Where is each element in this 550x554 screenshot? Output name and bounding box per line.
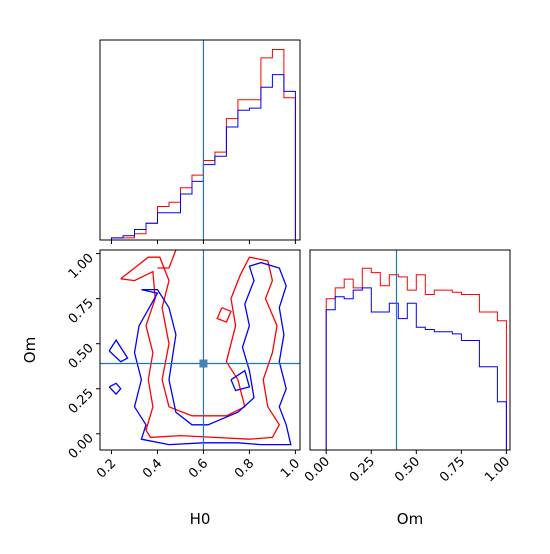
hist-om-panel: 0.00 0.25 0.50 0.75 1.00 <box>302 249 513 485</box>
contour-panel: 0.2 0.4 0.6 0.8 1.0 0.00 0.25 0.50 0.75 1.00 <box>66 249 303 481</box>
contour-series <box>108 249 292 446</box>
om-hist-series <box>325 267 507 450</box>
contour-blue-line <box>108 382 122 396</box>
x-axis-label-h0: H0 <box>190 510 211 528</box>
om-hist-blue-series <box>325 287 507 450</box>
contour-frame <box>99 249 301 451</box>
om-hist-xtick-label: 0.25 <box>347 454 378 485</box>
hist-om-frame <box>309 249 511 451</box>
contour-truth-lines <box>100 250 300 450</box>
contour-red-line <box>157 249 177 269</box>
contour-xtick-label: 1.0 <box>278 456 303 481</box>
contour-ytick-label: 0.00 <box>66 431 97 462</box>
contour-yticks: 0.00 0.25 0.50 0.75 1.00 <box>66 251 100 462</box>
contour-xtick-label: 0.6 <box>186 456 211 481</box>
om-hist-xticks: 0.00 0.25 0.50 0.75 1.00 <box>302 450 513 485</box>
contour-ytick-label: 0.75 <box>66 296 97 327</box>
contour-blue-line <box>230 369 251 392</box>
contour-ytick-label: 0.25 <box>66 386 97 417</box>
contour-red-line <box>216 307 232 323</box>
contour-blue-line <box>133 261 292 446</box>
contour-blue-line <box>108 338 129 363</box>
hist-h0-frame <box>99 39 301 241</box>
om-hist-xtick-label: 0.75 <box>437 454 468 485</box>
om-hist-xtick-label: 0.00 <box>302 454 333 485</box>
om-hist-xtick-label: 0.50 <box>392 454 423 485</box>
truth-marker <box>199 359 208 368</box>
h0-hist-ticks <box>110 240 296 244</box>
contour-xticks: 0.2 0.4 0.6 0.8 1.0 <box>94 450 303 481</box>
contour-red-line <box>120 256 281 440</box>
contour-xtick-label: 0.4 <box>140 456 165 481</box>
om-hist-red-series <box>325 267 507 450</box>
contour-xtick-label: 0.2 <box>94 456 119 481</box>
contour-ytick-label: 0.50 <box>66 341 97 372</box>
contour-xtick-label: 0.8 <box>232 456 257 481</box>
hist-h0-panel <box>99 39 301 244</box>
contour-ytick-label: 1.00 <box>66 251 97 282</box>
x-axis-label-om: Om <box>397 510 423 528</box>
om-hist-xtick-label: 1.00 <box>482 454 513 485</box>
y-axis-label-om: Om <box>21 337 39 363</box>
